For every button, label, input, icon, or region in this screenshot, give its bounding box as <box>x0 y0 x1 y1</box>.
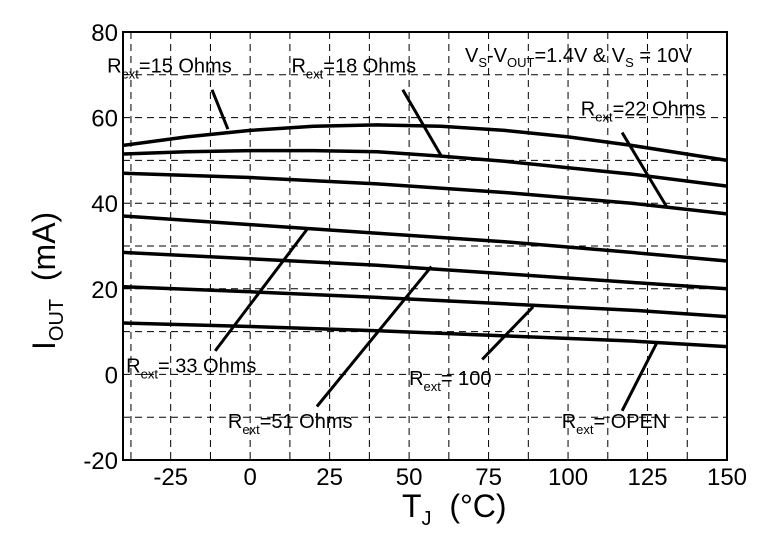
y-tick-label: 80 <box>91 20 118 47</box>
grid-lines <box>123 32 727 460</box>
x-tick-label: 100 <box>548 464 588 491</box>
y-tick-label: 60 <box>91 106 118 133</box>
label-leaders <box>210 89 668 412</box>
label-r15: Rext=15 Ohms <box>107 56 232 82</box>
x-tick-label: 125 <box>628 464 668 491</box>
label-r22: Rext=22 Ohms <box>581 98 706 124</box>
series-labels: Rext=15 Ohms Rext=18 Ohms Rext=22 Ohms Rext… <box>107 56 705 437</box>
x-axis-label: TJ (°C) <box>402 488 507 530</box>
y-tick-label: 0 <box>105 362 118 389</box>
leader-r100 <box>481 305 535 361</box>
curve-15-ohms <box>122 123 728 163</box>
x-tick-label: 150 <box>707 464 747 491</box>
leader-ropen <box>620 341 659 412</box>
x-tick-label: 25 <box>316 464 343 491</box>
label-ropen: Rext= OPEN <box>562 411 668 437</box>
curve-18-ohms <box>122 148 728 188</box>
x-tick-label: 50 <box>396 464 423 491</box>
leader-r18 <box>401 89 443 157</box>
curves <box>122 123 728 349</box>
y-tick-label: 40 <box>91 191 118 218</box>
curve-51-ohms <box>122 250 728 291</box>
plot-frame <box>122 31 728 461</box>
x-tick-labels: -25 0 25 50 75 100 125 150 <box>153 464 747 491</box>
y-tick-label: 20 <box>91 277 118 304</box>
leader-r22 <box>620 131 668 208</box>
x-tick-label: 0 <box>243 464 256 491</box>
y-axis-label: IOUT (mA) <box>26 212 68 350</box>
label-r100: Rext= 100 <box>409 368 491 394</box>
curve-100 <box>122 284 728 319</box>
leader-r33 <box>213 227 309 352</box>
y-tick-label: -20 <box>83 448 118 475</box>
test-condition: VS-VOUT=1.4V & VS = 10V <box>465 45 693 70</box>
label-r51: Rext=51 Ohms <box>228 411 353 437</box>
x-tick-label: 75 <box>475 464 502 491</box>
curve-open <box>122 321 728 349</box>
y-tick-labels: -20 0 20 40 60 80 <box>83 20 118 475</box>
curve-22-ohms <box>122 171 728 216</box>
label-r18: Rext=18 Ohms <box>291 56 416 82</box>
x-tick-label: -25 <box>153 464 188 491</box>
leader-r15 <box>210 89 230 130</box>
curve-33-ohms <box>122 214 728 263</box>
label-r33: Rext= 33 Ohms <box>126 355 256 381</box>
leader-r51 <box>315 265 433 408</box>
